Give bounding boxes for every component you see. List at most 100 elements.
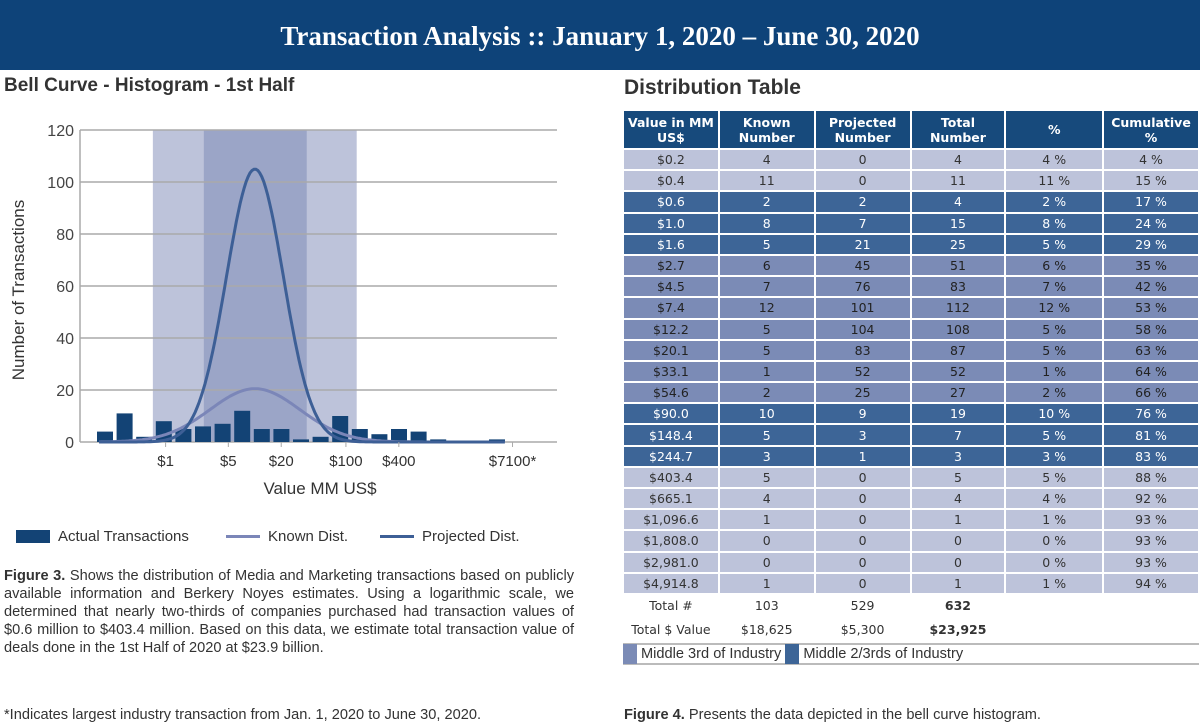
table-cell: 4 % [1006,150,1103,170]
totals-row: Total $ Value $18,625 $5,300 $23,925 [624,618,1198,641]
table-cell: 1 % [1006,573,1103,593]
table-cell: 5 [719,234,814,254]
table-cell: 5 [719,340,814,360]
histogram-bar [312,436,329,442]
table-cell: 2 [719,383,814,403]
footnote: *Indicates largest industry transaction … [4,707,482,723]
table-cell: 0 [815,489,910,509]
table-cell: 1 [719,510,814,530]
table-cell: 2 % [1006,192,1103,212]
totals-cell [1104,594,1198,617]
legend-known: Known Dist. [226,528,348,545]
table-cell: 1 [719,361,814,382]
table-cell: $1,808.0 [624,531,718,551]
table-cell: 10 % [1006,404,1103,424]
table-cell: 0 [815,467,910,487]
table-cell: 3 [911,446,1005,466]
table-cell: $0.2 [624,150,718,170]
figure-3-caption: Figure 3. Shows the distribution of Medi… [4,567,574,657]
totals-cell [1006,594,1103,617]
totals-cell [1006,618,1103,641]
totals-cell [1104,618,1198,641]
table-cell: 5 [911,467,1005,487]
table-row: $90.0 10 9 19 10 % 76 % [624,404,1198,424]
y-tick-label: 100 [47,175,74,192]
x-tick-label: $20 [269,453,294,470]
table-cell: 42 % [1104,277,1198,297]
table-cell: 1 [911,573,1005,593]
table-cell: 0 [815,171,910,191]
table-cell: 93 % [1104,531,1198,551]
column-header: Projected Number [815,111,910,148]
table-cell: 83 [815,340,910,360]
table-cell: $0.4 [624,171,718,191]
histogram-bar [371,434,388,442]
x-tick-label: $100 [329,453,362,470]
histogram-bar [253,429,270,442]
table-cell: 6 [719,255,814,276]
table-cell: $2.7 [624,255,718,276]
table-cell: 0 [911,552,1005,572]
caption-label: Figure 4. [624,707,685,723]
table-cell: 29 % [1104,234,1198,254]
table-cell: 8 [719,213,814,233]
table-cell: 5 [719,319,814,339]
table-cell: 51 [911,255,1005,276]
legend-line-known [226,535,260,538]
table-cell: 17 % [1104,192,1198,212]
table-cell: 1 % [1006,361,1103,382]
legend-line-projected [380,535,414,538]
table-cell: 0 % [1006,552,1103,572]
table-cell: 88 % [1104,467,1198,487]
table-cell: $148.4 [624,425,718,445]
table-cell: 4 [719,489,814,509]
table-cell: 87 [911,340,1005,360]
table-cell: 4 [911,150,1005,170]
table-cell: 45 [815,255,910,276]
table-cell: 4 [719,150,814,170]
table-cell: 3 [815,425,910,445]
histogram-bar [214,423,231,442]
table-cell: $12.2 [624,319,718,339]
table-row: $33.1 1 52 52 1 % 64 % [624,361,1198,382]
table-row: $0.4 11 0 11 11 % 15 % [624,171,1198,191]
table-cell: 8 % [1006,213,1103,233]
column-header: Known Number [719,111,814,148]
totals-cell: Total $ Value [624,618,718,641]
legend-label: Known Dist. [268,528,349,545]
table-cell: $54.6 [624,383,718,403]
table-cell: 15 % [1104,171,1198,191]
histogram-bar [116,413,133,442]
table-cell: 11 [719,171,814,191]
table-cell: $2,981.0 [624,552,718,572]
x-tick-label: $5 [220,453,237,470]
table-row: $403.4 5 0 5 5 % 88 % [624,467,1198,487]
table-cell: 27 [911,383,1005,403]
table-cell: 5 [719,467,814,487]
table-cell: 76 % [1104,404,1198,424]
table-row: $54.6 2 25 27 2 % 66 % [624,383,1198,403]
table-row: $0.2 4 0 4 4 % 4 % [624,150,1198,170]
table-row: $1,808.0 0 0 0 0 % 93 % [624,531,1198,551]
table-cell: 1 % [1006,510,1103,530]
table-cell: $1,096.6 [624,510,718,530]
table-row: $244.7 3 1 3 3 % 83 % [624,446,1198,466]
table-cell: 15 [911,213,1005,233]
table-cell: 0 [815,552,910,572]
y-tick-label: 0 [65,435,74,452]
table-cell: $0.6 [624,192,718,212]
table-cell: 12 [719,298,814,318]
caption-text: Shows the distribution of Media and Mark… [4,568,574,656]
table-cell: 2 [815,192,910,212]
column-header: Total Number [911,111,1005,148]
totals-cell: $18,625 [719,618,814,641]
table-row: $0.6 2 2 4 2 % 17 % [624,192,1198,212]
table-cell: 35 % [1104,255,1198,276]
table-row: $2.7 6 45 51 6 % 35 % [624,255,1198,276]
table-row: $665.1 4 0 4 4 % 92 % [624,489,1198,509]
totals-cell: $5,300 [815,618,910,641]
table-cell: 0 [719,531,814,551]
table-cell: $665.1 [624,489,718,509]
table-legend: Middle 3rd of Industry Middle 2/3rds of … [623,643,1199,665]
table-cell: 5 % [1006,467,1103,487]
